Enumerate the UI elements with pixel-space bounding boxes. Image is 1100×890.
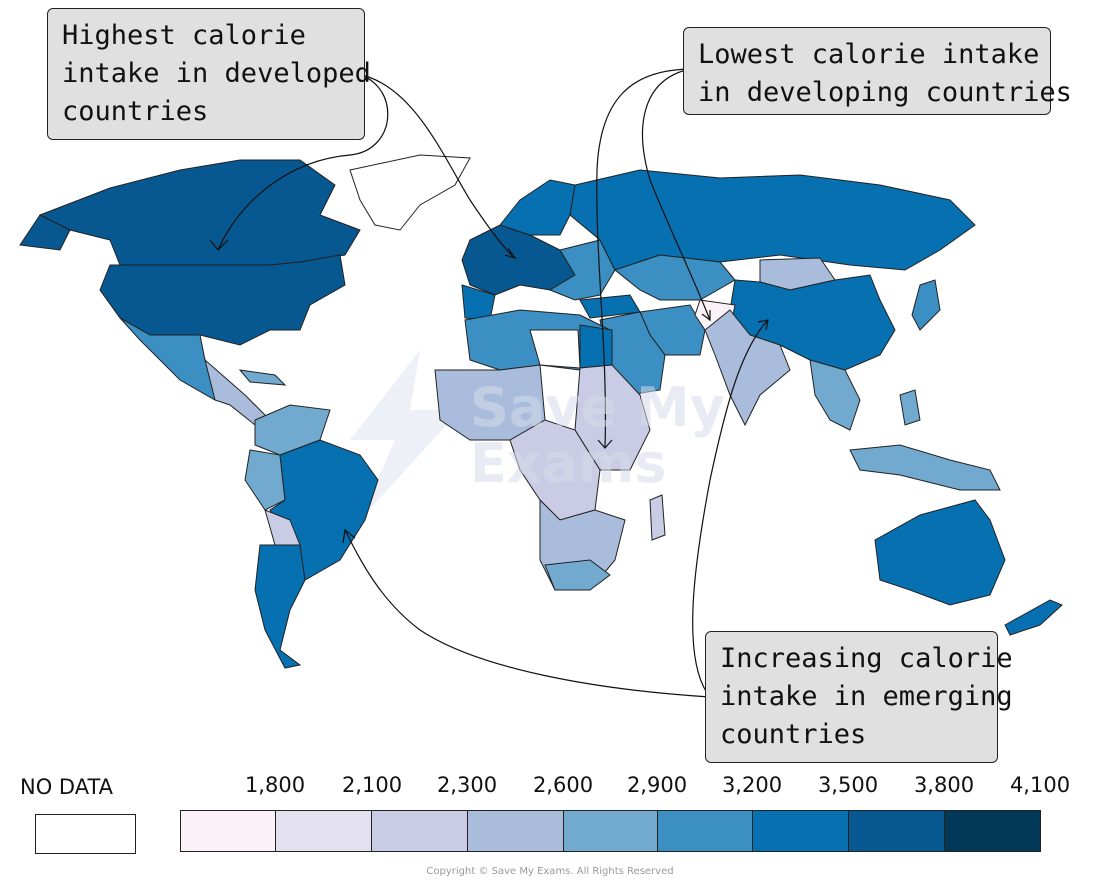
legend-swatch bbox=[752, 810, 849, 852]
legend-swatch bbox=[848, 810, 945, 852]
region-new-zealand bbox=[1004, 599, 1063, 636]
region-egypt bbox=[579, 324, 613, 369]
callout-line: countries bbox=[62, 96, 209, 127]
region-caribbean bbox=[238, 369, 287, 386]
legend-tick: 3,200 bbox=[721, 773, 783, 797]
watermark-text: Save My Exams bbox=[470, 376, 725, 495]
region-madagascar bbox=[649, 494, 666, 541]
region-scandinavia bbox=[499, 179, 576, 236]
legend-tick: 1,800 bbox=[244, 773, 306, 797]
legend-tick: 2,300 bbox=[436, 773, 498, 797]
region-argentina-chile bbox=[254, 544, 306, 669]
legend-tick: 2,900 bbox=[626, 773, 688, 797]
region-japan bbox=[911, 279, 941, 331]
legend-tick: 2,100 bbox=[341, 773, 403, 797]
legend-swatch bbox=[467, 810, 564, 852]
legend-tick: 3,800 bbox=[913, 773, 975, 797]
callout-arrows bbox=[209, 65, 769, 701]
region-canada bbox=[38, 159, 361, 266]
region-alaska bbox=[19, 214, 71, 251]
legend-no-data-label: NO DATA bbox=[20, 775, 114, 799]
legend-swatch bbox=[371, 810, 468, 852]
region-philippines bbox=[899, 389, 921, 426]
copyright-text: Copyright © Save My Exams. All Rights Re… bbox=[426, 866, 674, 877]
callout-line: Increasing calorie bbox=[720, 643, 1013, 674]
callout-line: in developing countries bbox=[698, 77, 1072, 108]
legend-tick: 2,600 bbox=[532, 773, 594, 797]
callout-line: Highest calorie bbox=[62, 20, 306, 51]
region-central-america bbox=[204, 358, 271, 426]
callout-line: countries bbox=[720, 719, 867, 750]
legend-swatch bbox=[275, 810, 372, 852]
legend-tick: 4,100 bbox=[1009, 773, 1071, 797]
region-indonesia bbox=[849, 444, 1001, 491]
region-india bbox=[704, 309, 791, 427]
callout-developing-countries: Lowest calorie intake in developing coun… bbox=[683, 27, 1072, 115]
region-kazakhstan bbox=[613, 254, 736, 301]
watermark-logo-icon bbox=[350, 350, 460, 520]
region-australia bbox=[874, 499, 1006, 606]
region-south-africa bbox=[544, 559, 611, 591]
legend-swatch bbox=[180, 810, 276, 852]
region-peru bbox=[244, 449, 286, 511]
legend-swatch bbox=[657, 810, 753, 852]
callout-developed-countries: Highest calorie intake in developed coun… bbox=[47, 8, 371, 140]
legend-tick: 3,500 bbox=[817, 773, 879, 797]
region-southeast-asia bbox=[809, 359, 861, 431]
legend-no-data-swatch bbox=[35, 814, 136, 854]
callout-line: Lowest calorie intake bbox=[698, 39, 1040, 70]
callout-line: intake in developed bbox=[62, 58, 371, 89]
region-russia bbox=[569, 169, 976, 271]
callout-emerging-countries: Increasing calorie intake in emerging co… bbox=[705, 631, 1013, 763]
legend-swatch bbox=[944, 810, 1041, 852]
legend-swatch bbox=[563, 810, 658, 852]
region-greenland bbox=[349, 154, 471, 231]
callout-line: intake in emerging bbox=[720, 681, 1013, 712]
